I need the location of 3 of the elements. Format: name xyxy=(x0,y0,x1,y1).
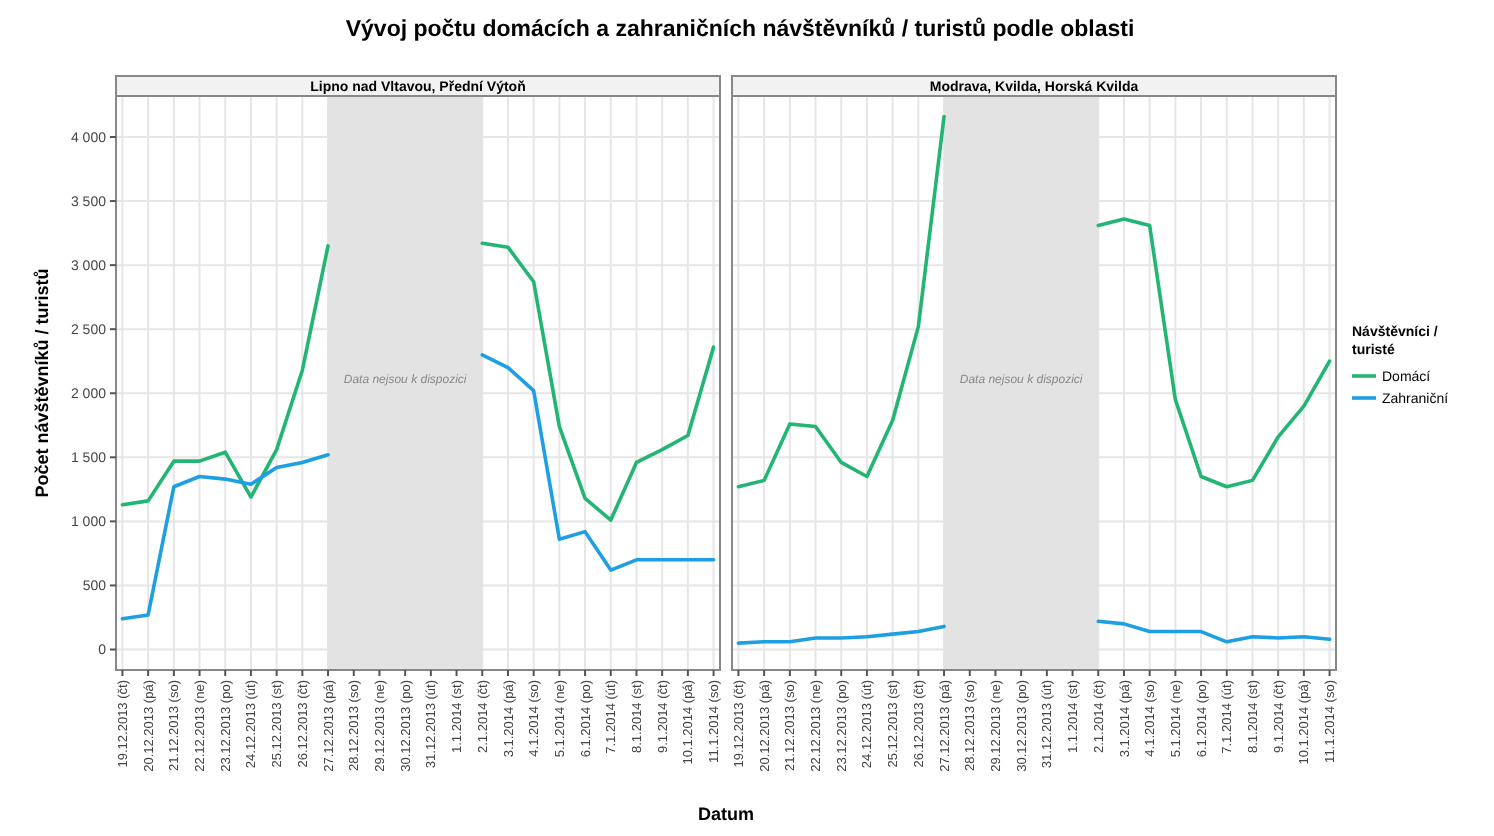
x-axis-title: Datum xyxy=(697,804,755,824)
y-axis-title: Počet návštěvníků / turistů xyxy=(32,268,52,498)
chart-title: Vývoj počtu domácích a zahraničních návštěvníků / turistů podle oblasti xyxy=(345,16,1135,42)
